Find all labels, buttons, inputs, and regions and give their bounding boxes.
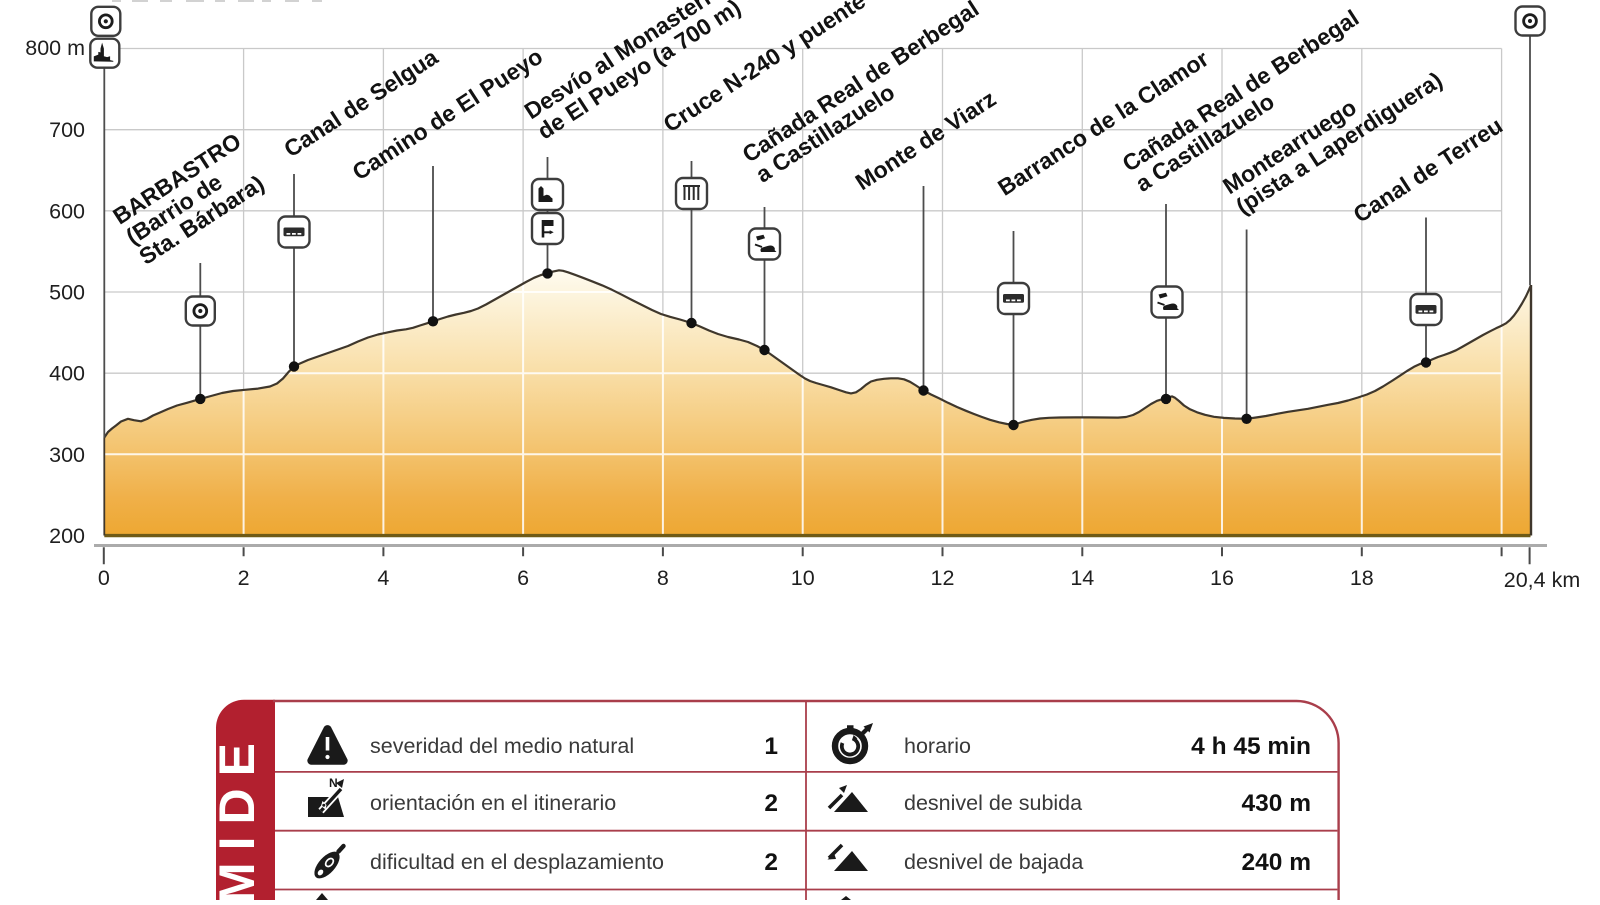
svg-text:N: N <box>329 776 338 790</box>
svg-text:240 m: 240 m <box>1242 849 1311 876</box>
svg-text:16: 16 <box>1210 566 1234 590</box>
svg-text:desnivel de subida: desnivel de subida <box>904 791 1082 815</box>
svg-text:400: 400 <box>49 362 85 386</box>
svg-text:MIDE: MIDE <box>209 731 265 900</box>
svg-text:200: 200 <box>49 524 85 548</box>
svg-text:4 h 45 min: 4 h 45 min <box>1191 733 1311 760</box>
svg-text:2: 2 <box>764 849 778 876</box>
svg-text:300: 300 <box>49 443 85 467</box>
svg-text:20,4 km: 20,4 km <box>1504 568 1580 592</box>
svg-text:8: 8 <box>657 566 669 590</box>
svg-text:700: 700 <box>49 118 85 142</box>
svg-text:4: 4 <box>377 566 389 590</box>
svg-text:1: 1 <box>764 733 778 760</box>
svg-text:800 m: 800 m <box>25 36 85 60</box>
svg-text:430 m: 430 m <box>1242 790 1311 817</box>
svg-text:600: 600 <box>49 199 85 223</box>
svg-text:500: 500 <box>49 281 85 305</box>
svg-text:desnivel de bajada: desnivel de bajada <box>904 850 1083 874</box>
svg-text:2: 2 <box>238 566 250 590</box>
svg-text:horario: horario <box>904 734 971 758</box>
svg-text:orientación en el itinerario: orientación en el itinerario <box>370 791 616 815</box>
svg-text:0: 0 <box>98 566 110 590</box>
svg-text:dificultad en el desplazamient: dificultad en el desplazamiento <box>370 850 664 874</box>
svg-text:severidad del medio natural: severidad del medio natural <box>370 734 634 758</box>
svg-text:12: 12 <box>931 566 955 590</box>
svg-text:2: 2 <box>764 790 778 817</box>
svg-text:18: 18 <box>1350 566 1374 590</box>
svg-text:6: 6 <box>517 566 529 590</box>
svg-text:14: 14 <box>1070 566 1094 590</box>
svg-text:10: 10 <box>791 566 815 590</box>
